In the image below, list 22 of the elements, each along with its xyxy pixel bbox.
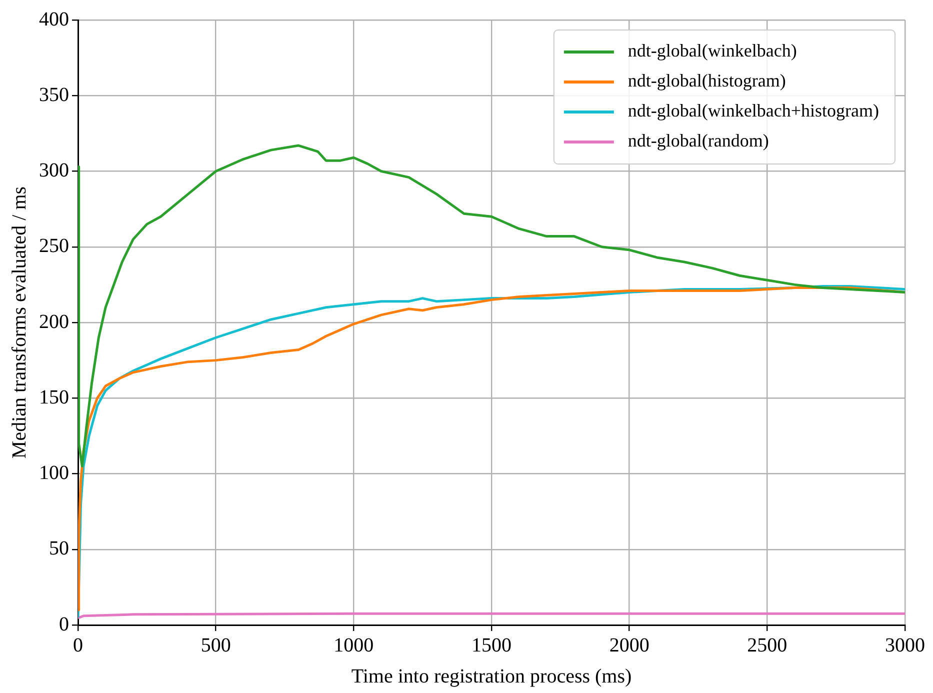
x-tick-label: 1500 <box>472 634 512 656</box>
x-tick-label: 0 <box>73 634 83 656</box>
y-tick-label: 250 <box>39 235 69 258</box>
y-tick-label: 100 <box>39 462 69 484</box>
y-tick-label: 200 <box>39 310 69 333</box>
y-tick-label: 400 <box>39 8 69 30</box>
y-axis-title: Median transforms evaluated / ms <box>8 186 30 459</box>
x-tick-label: 2500 <box>747 634 788 656</box>
y-tick-label: 0 <box>59 613 69 636</box>
legend-label: ndt-global(winkelbach+histogram) <box>628 100 880 121</box>
x-tick-label: 500 <box>200 634 231 656</box>
y-tick-label: 300 <box>39 160 69 182</box>
legend-label: ndt-global(random) <box>628 130 769 151</box>
y-tick-label: 150 <box>39 386 69 408</box>
legend-label: ndt-global(winkelbach) <box>628 40 797 61</box>
y-tick-label: 50 <box>49 538 69 560</box>
y-tick-label: 350 <box>39 84 69 106</box>
legend-label: ndt-global(histogram) <box>628 70 786 91</box>
x-axis-title: Time into registration process (ms) <box>351 665 632 688</box>
x-tick-label: 3000 <box>885 634 925 656</box>
x-tick-label: 2000 <box>609 634 650 656</box>
x-tick-label: 1000 <box>334 634 374 656</box>
